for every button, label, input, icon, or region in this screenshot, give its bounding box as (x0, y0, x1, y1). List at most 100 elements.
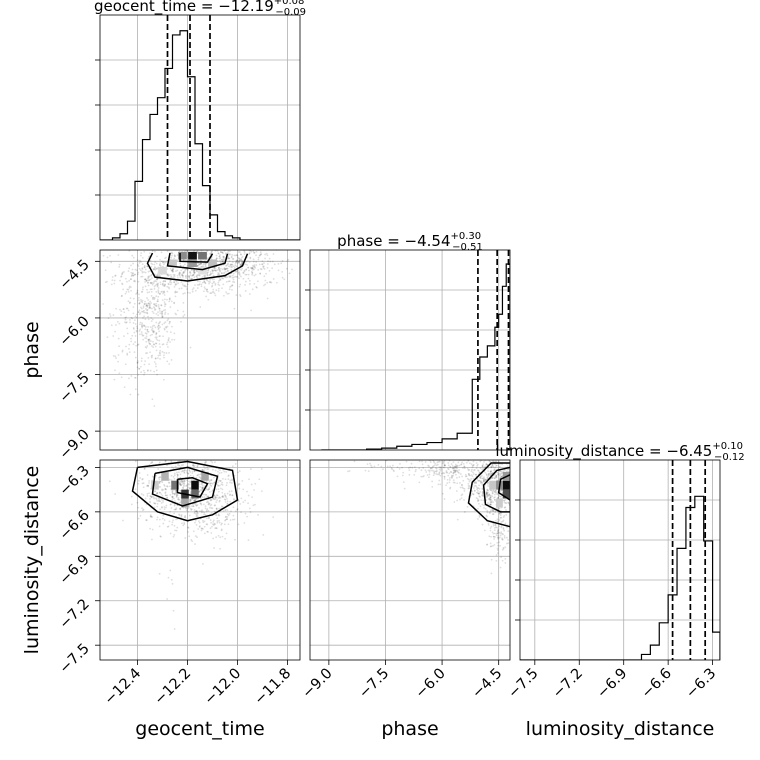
scatter-point (507, 542, 510, 545)
hist-panel-luminosity_distance: luminosity_distance = −6.45+0.10 −0.12 (495, 441, 745, 661)
scatter-point (179, 483, 182, 486)
scatter-point (207, 298, 210, 301)
scatter-point (435, 467, 437, 469)
scatter-point (503, 506, 506, 509)
scatter-point (165, 488, 167, 491)
scatter-point (477, 507, 479, 510)
scatter-point (447, 468, 450, 471)
scatter-point (138, 330, 141, 332)
scatter-point (488, 503, 491, 506)
scatter-point (482, 492, 484, 495)
scatter-point (139, 514, 142, 517)
scatter-point (164, 280, 167, 283)
scatter-point (215, 488, 218, 491)
scatter-point (155, 349, 158, 352)
scatter-point (218, 284, 221, 287)
scatter-point (499, 470, 502, 473)
scatter-point (494, 511, 497, 514)
scatter-point (132, 312, 135, 315)
scatter-point (178, 273, 180, 275)
scatter-point (176, 474, 179, 477)
scatter-point (428, 473, 431, 476)
scatter-point (146, 305, 149, 308)
scatter-point (231, 478, 234, 481)
scatter-point (229, 245, 231, 247)
scatter-point (500, 512, 503, 515)
scatter-point (159, 480, 161, 483)
scatter-point (119, 308, 121, 311)
scatter-point (186, 488, 188, 490)
scatter-point (187, 275, 190, 278)
scatter-point (443, 475, 446, 478)
scatter-point (174, 295, 177, 298)
scatter-point (240, 259, 243, 262)
scatter-point (150, 495, 152, 498)
scatter-point (148, 306, 151, 309)
scatter-point (179, 483, 182, 486)
scatter-point (165, 352, 168, 354)
scatter-point (162, 335, 165, 338)
scatter-point (235, 270, 238, 273)
scatter-point (429, 467, 432, 470)
scatter-point (145, 279, 148, 282)
scatter-point (443, 460, 446, 462)
scatter-point (196, 515, 199, 518)
scatter-point (207, 243, 209, 245)
scatter-point (510, 474, 512, 476)
scatter-point (442, 472, 445, 474)
contour-level-1 (467, 462, 510, 528)
scatter-point (478, 495, 481, 498)
scatter-point (132, 274, 135, 277)
panel-title-geocent_time: geocent_time = −12.19+0.08 −0.09 (94, 0, 306, 18)
scatter-point (373, 465, 376, 468)
scatter-point (115, 307, 117, 310)
scatter-point (198, 274, 201, 277)
density-cell (168, 259, 177, 267)
scatter-point (163, 327, 166, 330)
scatter-point (171, 489, 174, 492)
scatter-point (169, 503, 172, 506)
scatter-point (491, 495, 494, 498)
scatter-point (160, 304, 163, 307)
scatter-point (159, 275, 162, 278)
scatter-point (453, 465, 456, 468)
scatter-point (144, 285, 147, 288)
scatter-point (204, 281, 207, 284)
scatter-point (217, 252, 220, 255)
scatter-point (233, 266, 236, 269)
scatter-point (435, 464, 438, 467)
scatter-point (151, 495, 154, 498)
scatter-point (191, 457, 193, 459)
scatter-point (492, 524, 495, 527)
scatter-point (155, 342, 158, 345)
scatter-point (130, 316, 133, 319)
scatter-point (129, 321, 131, 324)
scatter-point (496, 518, 499, 521)
scatter-point (220, 251, 222, 254)
scatter-point (152, 330, 154, 333)
scatter-point (191, 472, 194, 475)
scatter-point (463, 490, 466, 492)
scatter-point (143, 265, 146, 267)
scatter-point (198, 521, 201, 524)
scatter-point (217, 470, 219, 473)
scatter-point (140, 360, 143, 362)
scatter-point (142, 317, 144, 319)
scatter-point (174, 465, 177, 468)
scatter-point (141, 326, 144, 329)
scatter-point (460, 494, 463, 497)
scatter-point (196, 277, 199, 280)
scatter-point (215, 496, 218, 499)
scatter-point (205, 446, 207, 448)
scatter-point (468, 457, 470, 459)
scatter-point (171, 495, 173, 498)
scatter-point (226, 500, 229, 503)
scatter-point (123, 335, 125, 337)
scatter-point (182, 271, 185, 274)
scatter-point (174, 284, 177, 287)
scatter-point (185, 275, 187, 277)
scatter-point (458, 472, 460, 474)
scatter-point (432, 474, 435, 477)
scatter-point (178, 287, 181, 290)
scatter-point (149, 334, 152, 337)
